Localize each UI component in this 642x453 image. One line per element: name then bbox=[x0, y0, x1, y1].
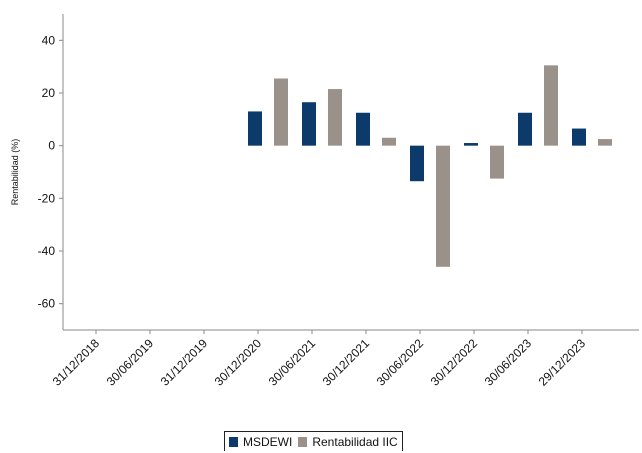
chart-axes bbox=[62, 14, 639, 331]
y-tick-labels: 40 20 0 -20 -40 -60 bbox=[38, 33, 63, 311]
y-tick-label: 0 bbox=[48, 139, 55, 153]
x-tick-label: 30/06/2023 bbox=[482, 336, 535, 389]
chart-legend: MSDEWI Rentabilidad IIC bbox=[224, 431, 403, 451]
bar-rentabilidad-iic bbox=[436, 145, 450, 267]
bar-rentabilidad-iic bbox=[382, 137, 396, 146]
legend-item-rentabilidad-iic: Rentabilidad IIC bbox=[298, 434, 398, 449]
legend-label-rentabilidad-iic: Rentabilidad IIC bbox=[312, 434, 398, 449]
bar-msdewi bbox=[410, 145, 424, 182]
legend-swatch-rentabilidad-iic bbox=[298, 436, 308, 447]
bar-msdewi bbox=[518, 112, 532, 146]
bar-msdewi bbox=[572, 128, 586, 146]
bar-rentabilidad-iic bbox=[328, 89, 342, 146]
x-tick-labels: 31/12/2018 30/06/2019 31/12/2019 30/12/2020… bbox=[50, 330, 589, 389]
x-tick-label: 31/12/2018 bbox=[50, 336, 103, 389]
bar-rentabilidad-iic bbox=[544, 65, 558, 146]
bar-rentabilidad-iic bbox=[598, 139, 612, 146]
legend-swatch-msdewi bbox=[229, 436, 238, 447]
x-tick-label: 30/12/2022 bbox=[428, 336, 481, 389]
bar-rentabilidad-iic bbox=[490, 145, 504, 179]
bar-rentabilidad-iic bbox=[274, 78, 288, 146]
y-tick-label: -40 bbox=[38, 244, 56, 258]
bar-msdewi bbox=[464, 143, 478, 146]
y-tick-label: 20 bbox=[42, 86, 56, 100]
y-tick-label: -20 bbox=[38, 191, 56, 205]
bar-msdewi bbox=[356, 112, 370, 146]
y-tick-label: -60 bbox=[38, 297, 56, 311]
legend-label-msdewi: MSDEWI bbox=[243, 434, 293, 449]
x-tick-label: 31/12/2019 bbox=[158, 336, 211, 389]
y-axis-label: Rentabilidad (%) bbox=[10, 139, 20, 206]
x-tick-label: 30/12/2020 bbox=[212, 336, 265, 389]
bar-msdewi bbox=[302, 102, 316, 146]
x-tick-label: 30/06/2019 bbox=[104, 336, 157, 389]
bar-msdewi bbox=[248, 111, 262, 146]
legend-item-msdewi: MSDEWI bbox=[229, 435, 292, 449]
y-tick-label: 40 bbox=[42, 33, 56, 47]
x-tick-label: 30/06/2022 bbox=[374, 336, 427, 389]
x-tick-label: 29/12/2023 bbox=[536, 336, 589, 389]
chart-bars bbox=[248, 65, 612, 267]
x-tick-label: 30/06/2021 bbox=[266, 336, 319, 389]
x-tick-label: 30/12/2021 bbox=[320, 336, 373, 389]
